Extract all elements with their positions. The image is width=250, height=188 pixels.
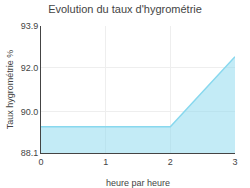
svg-text:heure par heure: heure par heure	[106, 178, 170, 188]
svg-text:1: 1	[103, 157, 108, 167]
svg-text:Taux hygrométrie %: Taux hygrométrie %	[5, 50, 15, 130]
svg-text:88.1: 88.1	[21, 148, 39, 158]
svg-text:0: 0	[38, 157, 43, 167]
svg-text:93.9: 93.9	[21, 21, 39, 31]
svg-text:90.0: 90.0	[21, 107, 39, 117]
svg-text:3: 3	[232, 157, 237, 167]
svg-text:2: 2	[168, 157, 173, 167]
svg-text:92.0: 92.0	[21, 63, 39, 73]
svg-text:Evolution du taux d'hygrométri: Evolution du taux d'hygrométrie	[48, 3, 202, 15]
